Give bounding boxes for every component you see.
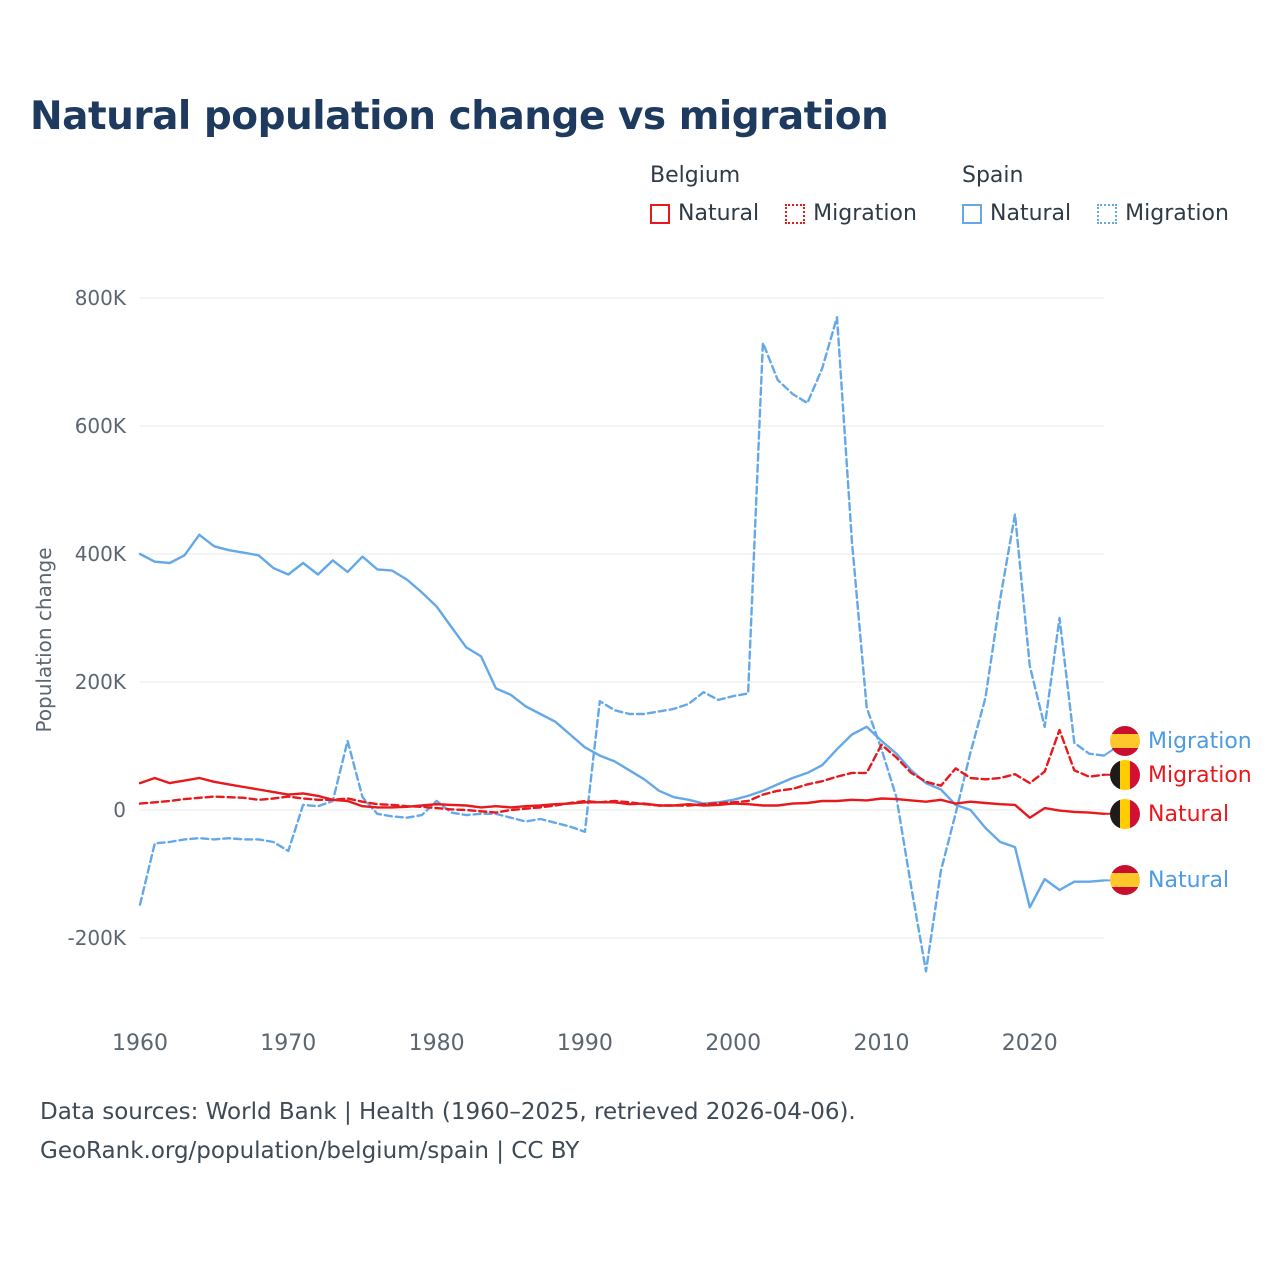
legend-item-label: Migration (1125, 201, 1229, 226)
data-sources-line: Data sources: World Bank | Health (1960–… (40, 1099, 856, 1125)
legend-item-belgium-natural: Natural (650, 201, 759, 226)
spain-flag-icon (1110, 865, 1140, 895)
x-tick-label: 2020 (1002, 1031, 1058, 1056)
chart-title: Natural population change vs migration (30, 94, 889, 139)
x-tick-label: 2000 (705, 1031, 761, 1056)
series-line-belgium-migration (138, 728, 1106, 814)
end-label-2: Natural (1110, 799, 1229, 829)
belgium-flag-icon (1110, 760, 1140, 790)
legend-item-label: Natural (678, 201, 760, 226)
spain-flag-icon (1110, 726, 1140, 756)
solid-line-swatch-icon (650, 203, 670, 224)
legend-item-belgium-migration: Migration (785, 201, 917, 226)
end-label-0: Migration (1110, 726, 1252, 756)
y-tick-label: 200K (75, 670, 127, 694)
legend-group-spain: Natural Migration (962, 201, 1229, 226)
legend-group-belgium: Natural Migration (650, 201, 917, 226)
y-axis-title: Population change (32, 547, 56, 733)
x-tick-label: 1990 (557, 1031, 613, 1056)
x-tick-label: 1960 (112, 1031, 168, 1056)
end-label-1: Migration (1110, 760, 1252, 790)
belgium-flag-icon (1110, 799, 1140, 829)
attribution-line: GeoRank.org/population/belgium/spain | C… (40, 1138, 580, 1164)
end-label-text: Migration (1148, 728, 1252, 754)
series-line-spain-natural (138, 533, 1106, 909)
x-tick-label: 1970 (260, 1031, 316, 1056)
series-line-belgium-natural (138, 776, 1106, 819)
end-label-text: Migration (1148, 762, 1252, 788)
end-label-text: Natural (1148, 867, 1230, 893)
dotted-line-swatch-icon (785, 203, 806, 224)
series-line-spain-migration (138, 316, 1106, 973)
legend-group-belgium-header: Belgium (650, 163, 741, 188)
legend-group-spain-header: Spain (962, 163, 1024, 188)
legend-item-label: Migration (813, 201, 917, 226)
x-tick-label: 1980 (409, 1031, 465, 1056)
legend-item-spain-natural: Natural (962, 201, 1071, 226)
legend-item-spain-migration: Migration (1097, 201, 1229, 226)
legend-item-label: Natural (990, 201, 1072, 226)
end-label-3: Natural (1110, 865, 1229, 895)
y-tick-label: -200K (67, 926, 126, 950)
y-tick-label: 0 (113, 798, 126, 822)
dotted-line-swatch-icon (1097, 203, 1118, 224)
y-tick-label: 800K (75, 286, 127, 310)
y-tick-label: 400K (75, 542, 127, 566)
y-tick-label: 600K (75, 414, 127, 438)
end-label-text: Natural (1148, 801, 1230, 827)
x-tick-label: 2010 (854, 1031, 910, 1056)
solid-line-swatch-icon (962, 203, 982, 224)
